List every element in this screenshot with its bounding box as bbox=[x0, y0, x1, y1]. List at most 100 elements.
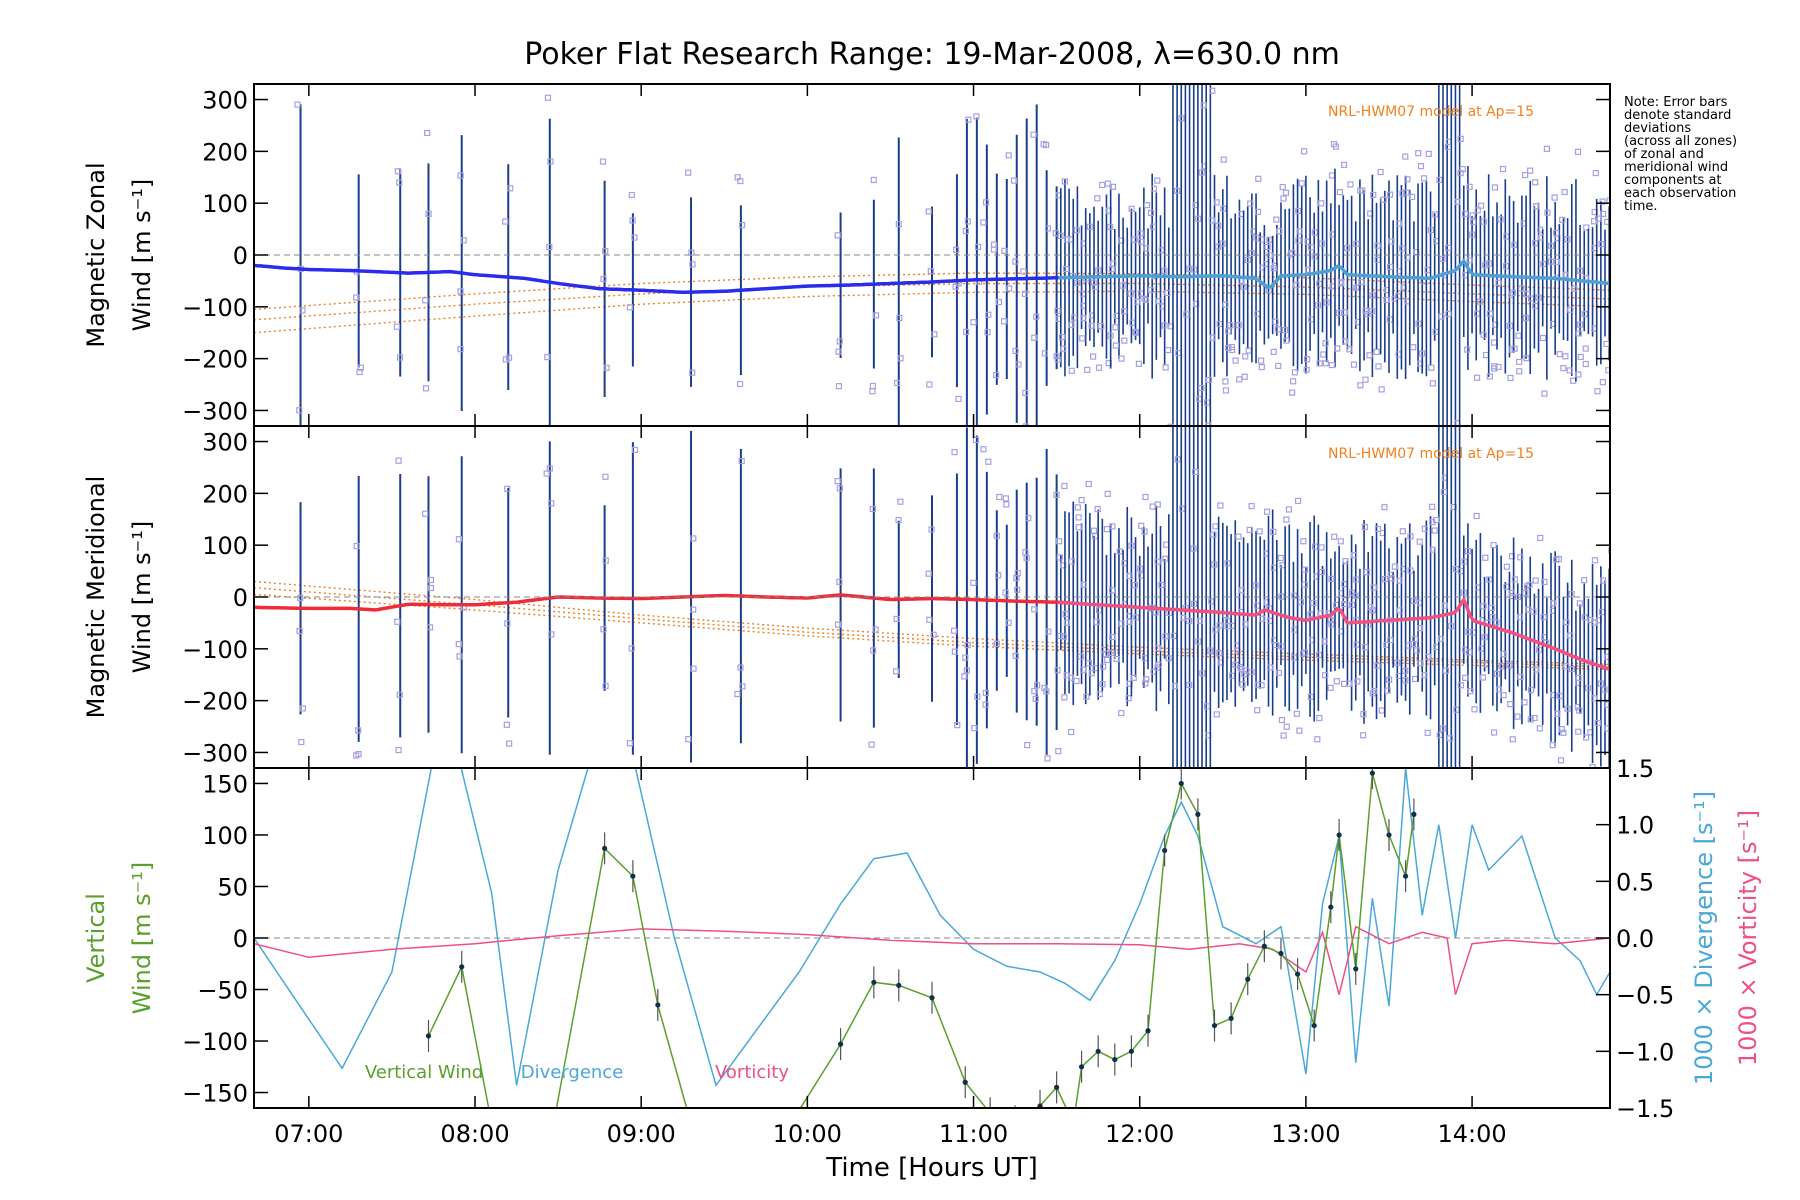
sample-box bbox=[1107, 332, 1114, 339]
sample-box bbox=[1149, 503, 1156, 510]
sample-box bbox=[1098, 323, 1105, 330]
sample-box bbox=[1316, 651, 1323, 659]
sample-box bbox=[1056, 538, 1063, 545]
sample-box bbox=[1295, 207, 1302, 215]
sample-box bbox=[1055, 748, 1062, 755]
sample-box bbox=[1480, 603, 1487, 610]
sample-box bbox=[1088, 322, 1095, 329]
sample-box bbox=[1411, 635, 1419, 643]
sample-box bbox=[1012, 652, 1019, 659]
sample-box bbox=[1432, 211, 1439, 218]
sample-box bbox=[1460, 589, 1467, 596]
sample-box bbox=[1108, 649, 1115, 656]
note-line: time. bbox=[1624, 199, 1658, 214]
sample-box bbox=[1581, 310, 1588, 318]
sample-box bbox=[1259, 615, 1266, 622]
sample-box bbox=[599, 158, 607, 165]
y-tick-label: 300 bbox=[202, 429, 248, 457]
sample-box bbox=[1380, 196, 1387, 203]
sample-box bbox=[1517, 673, 1524, 681]
sample-box bbox=[1074, 504, 1081, 511]
vertical-wind-point bbox=[896, 982, 902, 988]
sample-box bbox=[1120, 308, 1128, 315]
sample-box bbox=[954, 722, 961, 729]
sample-box bbox=[1378, 707, 1385, 714]
sample-box bbox=[1060, 633, 1067, 640]
sample-box bbox=[1478, 202, 1485, 209]
y-tick-label: −150 bbox=[182, 1080, 248, 1108]
sample-box bbox=[1396, 577, 1403, 584]
sample-box bbox=[1541, 390, 1548, 397]
sample-box bbox=[1095, 607, 1103, 614]
sample-box bbox=[1198, 384, 1205, 392]
sample-box bbox=[422, 385, 430, 392]
sample-box bbox=[1272, 641, 1280, 649]
sample-box bbox=[1387, 191, 1394, 198]
vertical-wind-point bbox=[871, 979, 877, 985]
sample-box bbox=[1041, 350, 1049, 357]
sample-box bbox=[1190, 545, 1197, 552]
sample-box bbox=[1462, 674, 1469, 681]
sample-box bbox=[1473, 374, 1481, 381]
zonal-wind-line-late bbox=[1058, 258, 1610, 290]
x-axis-label: Time [Hours UT] bbox=[825, 1153, 1038, 1183]
sample-box bbox=[1100, 663, 1107, 670]
sample-box bbox=[1495, 279, 1502, 286]
sample-box bbox=[1119, 282, 1126, 289]
sample-box bbox=[1353, 576, 1360, 583]
sample-box bbox=[355, 751, 362, 758]
sample-box bbox=[870, 647, 877, 654]
sample-box bbox=[1489, 613, 1496, 621]
sample-box bbox=[502, 218, 509, 225]
sample-box bbox=[1511, 345, 1518, 352]
sample-box bbox=[600, 275, 607, 283]
sample-box bbox=[1577, 353, 1584, 361]
y-tick-label: 100 bbox=[202, 532, 248, 560]
sample-box bbox=[1132, 328, 1139, 336]
sample-box bbox=[1439, 255, 1446, 262]
note-line: of zonal and bbox=[1624, 147, 1704, 162]
sample-box bbox=[1424, 653, 1432, 660]
sample-box bbox=[1254, 208, 1262, 215]
sample-box bbox=[1373, 348, 1380, 356]
vertical-wind-point bbox=[1128, 1048, 1135, 1054]
sample-box bbox=[1063, 619, 1070, 626]
sample-box bbox=[1347, 181, 1354, 188]
sample-box bbox=[1236, 376, 1243, 383]
sample-box bbox=[1127, 290, 1134, 297]
sample-box bbox=[1162, 633, 1169, 640]
sample-box bbox=[1461, 558, 1468, 565]
sample-box bbox=[737, 664, 744, 671]
sample-box bbox=[1416, 538, 1423, 545]
sample-box bbox=[1601, 686, 1608, 693]
sample-box bbox=[1346, 346, 1353, 353]
sample-box bbox=[1001, 247, 1008, 254]
sample-box bbox=[457, 172, 464, 179]
sample-box bbox=[1096, 691, 1103, 698]
model-curve bbox=[254, 593, 1610, 671]
sample-box bbox=[1561, 188, 1568, 196]
sample-box bbox=[357, 364, 364, 371]
sample-box bbox=[1033, 313, 1040, 320]
sample-box bbox=[1334, 345, 1341, 352]
sample-box bbox=[1482, 351, 1490, 359]
sample-box bbox=[1599, 577, 1607, 584]
sample-box bbox=[1099, 681, 1106, 688]
sample-box bbox=[1500, 692, 1507, 699]
model-label: NRL-HWM07 model at Ap=15 bbox=[1328, 446, 1534, 462]
sample-box bbox=[1482, 262, 1489, 269]
sample-box bbox=[1060, 345, 1067, 352]
sample-box bbox=[1417, 660, 1424, 667]
sample-box bbox=[1445, 244, 1452, 251]
sample-box bbox=[1258, 364, 1265, 371]
sample-box bbox=[1314, 302, 1322, 309]
y-tick-label: −100 bbox=[182, 294, 248, 322]
sample-box bbox=[1437, 635, 1444, 642]
sample-box bbox=[1491, 363, 1498, 370]
sample-box bbox=[1521, 699, 1528, 706]
sample-box bbox=[1186, 617, 1193, 625]
sample-box bbox=[1581, 614, 1588, 621]
y2-tick-label: 0.5 bbox=[1616, 868, 1654, 896]
sample-box bbox=[1241, 670, 1248, 678]
sample-box bbox=[1440, 488, 1448, 496]
